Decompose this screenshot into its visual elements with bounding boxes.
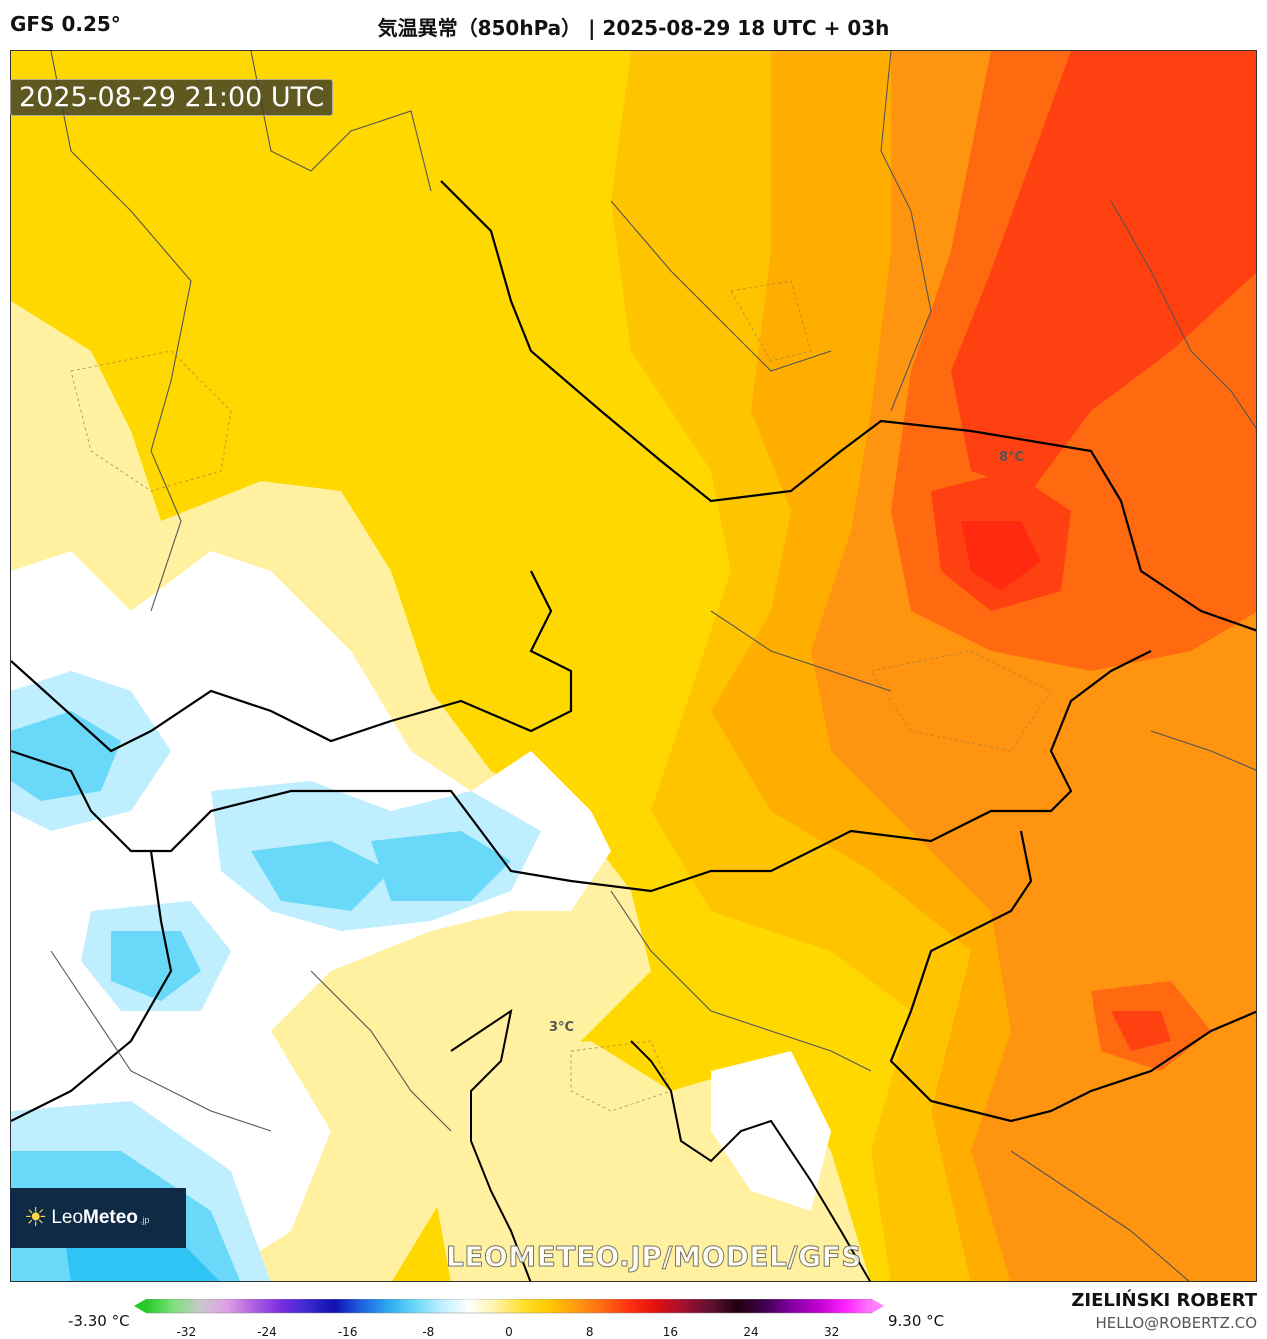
color-legend: -32 -24 -16 -8 0 8 16 24 32 bbox=[134, 1298, 884, 1339]
map-title: 気温異常（850hPa） | 2025-08-29 18 UTC + 03h bbox=[377, 16, 890, 40]
anomaly-band-neg-3 bbox=[371, 831, 511, 901]
colorbar-min-arrow bbox=[134, 1299, 146, 1313]
temperature-anomaly-map[interactable]: 8°C 3°C bbox=[10, 50, 1257, 1282]
anomaly-band-neutral-south bbox=[711, 1051, 831, 1211]
colorbar-ticks: -32 -24 -16 -8 0 8 16 24 32 bbox=[134, 1325, 884, 1339]
anomaly-band-neg-4 bbox=[111, 931, 201, 1001]
anomaly-band-8-9-south bbox=[1111, 1011, 1171, 1051]
map-canvas: 8°C 3°C bbox=[11, 51, 1256, 1281]
colorbar-tick-label: -24 bbox=[257, 1325, 277, 1339]
colorbar-tick-label: 8 bbox=[585, 1325, 594, 1339]
contour-label-8: 8°C bbox=[999, 450, 1024, 465]
colorbar-tick-label: 0 bbox=[505, 1325, 513, 1339]
colorbar-max-arrow bbox=[872, 1299, 884, 1313]
colorbar-tick-label: -8 bbox=[422, 1325, 435, 1339]
logo-text: LeoMeteo .jp bbox=[51, 1207, 150, 1228]
colorbar-tick-label: -32 bbox=[176, 1325, 197, 1339]
author-email[interactable]: HELLO@ROBERTZ.CO bbox=[1095, 1314, 1257, 1332]
model-name: GFS 0.25° bbox=[10, 12, 121, 36]
colorbar bbox=[134, 1298, 884, 1314]
country-borders bbox=[11, 180, 1256, 1123]
legend-min-label: -3.30 °C bbox=[68, 1312, 130, 1330]
colorbar-gradient bbox=[145, 1298, 873, 1314]
colorbar-tick-label: 32 bbox=[824, 1325, 840, 1339]
leometeo-logo[interactable]: ☀ LeoMeteo .jp bbox=[10, 1188, 186, 1248]
sun-icon: ☀ bbox=[24, 1203, 48, 1233]
anomaly-band-neg-2 bbox=[251, 841, 391, 911]
colorbar-tick-label: -16 bbox=[337, 1325, 358, 1339]
anomaly-band-8-9 bbox=[951, 51, 1256, 491]
anomaly-band-9plus-core bbox=[961, 521, 1041, 591]
valid-time-badge: 2025-08-29 21:00 UTC bbox=[10, 79, 334, 116]
coastline bbox=[450, 1008, 872, 1281]
anomaly-band-neg-1 bbox=[11, 711, 121, 801]
contour-label-3: 3°C bbox=[549, 1020, 574, 1035]
legend-max-label: 9.30 °C bbox=[888, 1312, 945, 1330]
colorbar-tick-label: 24 bbox=[743, 1325, 759, 1339]
source-watermark: LEOMETEO.JP/MODEL/GFS bbox=[446, 1240, 862, 1274]
author-name: ZIELIŃSKI ROBERT bbox=[1071, 1290, 1257, 1311]
dashed-contours bbox=[70, 280, 1052, 1112]
colorbar-tick-label: 16 bbox=[662, 1325, 678, 1339]
regional-borders bbox=[50, 51, 1256, 1281]
